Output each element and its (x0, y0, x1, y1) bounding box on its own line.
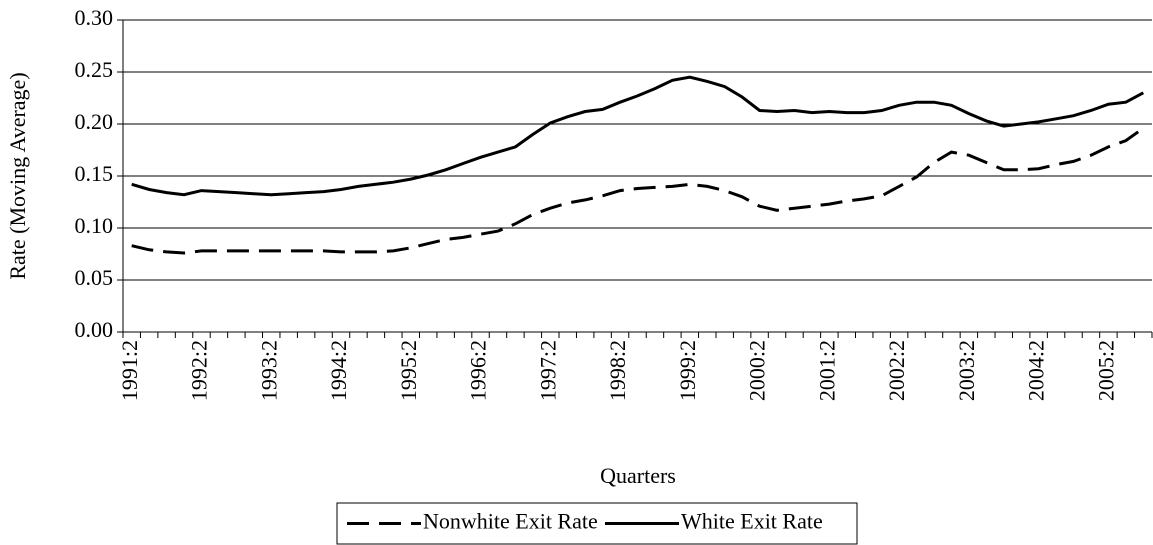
x-tick-label: 1995:2 (396, 340, 421, 401)
y-tick-label: 0.15 (75, 161, 114, 186)
x-tick-label: 2001:2 (814, 340, 839, 401)
x-tick-label: 2004:2 (1024, 340, 1049, 401)
x-axis-title: Quarters (600, 463, 676, 488)
legend-label: Nonwhite Exit Rate (423, 509, 598, 534)
y-axis-title: Rate (Moving Average) (5, 72, 30, 279)
x-tick-label: 1997:2 (535, 340, 560, 401)
x-tick-label: 2002:2 (884, 340, 909, 401)
x-tick-label: 2000:2 (745, 340, 770, 401)
x-tick-label: 1992:2 (187, 340, 212, 401)
y-tick-label: 0.30 (75, 5, 114, 30)
x-tick-label: 1998:2 (605, 340, 630, 401)
y-tick-label: 0.00 (75, 317, 114, 342)
y-tick-label: 0.25 (75, 57, 114, 82)
x-tick-label: 1996:2 (466, 340, 491, 401)
series-line (131, 75, 1145, 197)
y-tick-label: 0.10 (75, 213, 114, 238)
y-tick-label: 0.20 (75, 109, 114, 134)
x-tick-label: 1999:2 (675, 340, 700, 401)
x-tick-label: 1993:2 (256, 340, 281, 401)
y-tick-label: 0.05 (75, 265, 114, 290)
x-tick-label: 2005:2 (1093, 340, 1118, 401)
legend-box (336, 502, 858, 545)
series-line (131, 126, 1145, 255)
x-tick-label: 1994:2 (326, 340, 351, 401)
legend-label: White Exit Rate (681, 509, 823, 534)
x-tick-label: 1991:2 (117, 340, 142, 401)
x-tick-label: 2003:2 (954, 340, 979, 401)
